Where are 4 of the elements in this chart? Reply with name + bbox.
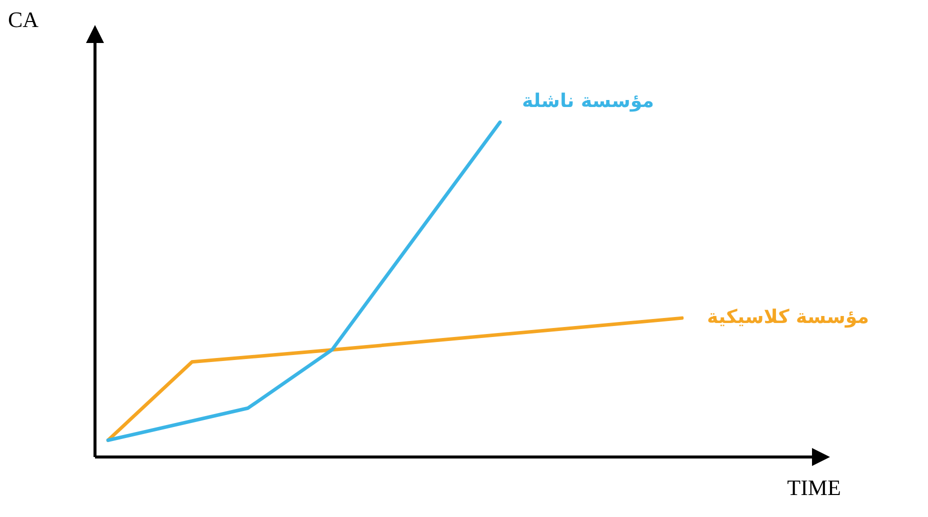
series-label: مؤسسة كلاسيكية (707, 306, 870, 328)
y-axis-title: CA (8, 6, 39, 32)
series-label: مؤسسة ناشلة (522, 90, 654, 112)
x-axis-title: TIME (787, 474, 841, 500)
